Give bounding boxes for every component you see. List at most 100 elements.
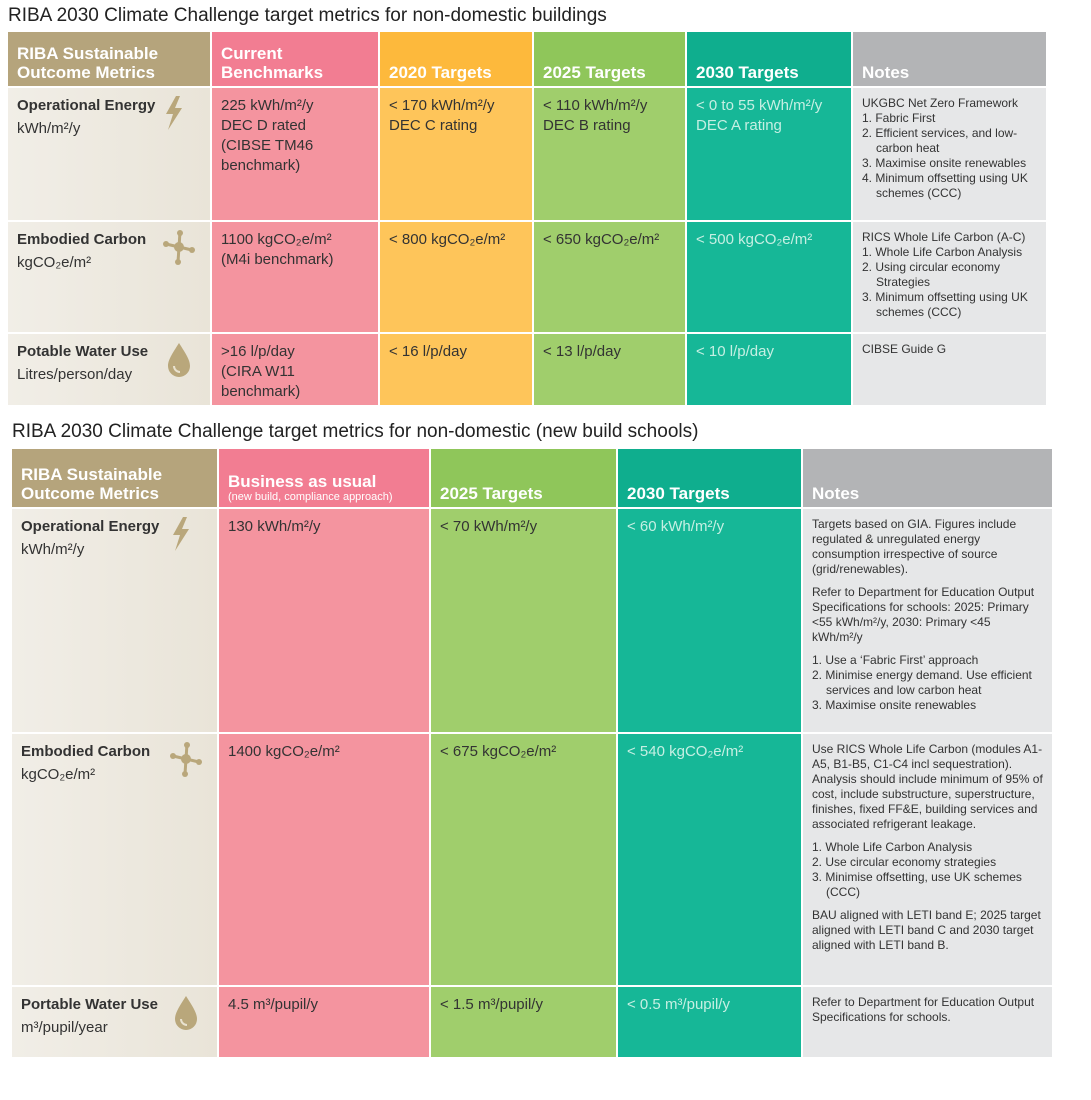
cell-text: 130 kWh/m²/y [228,518,321,535]
cell-text: Use RICS Whole Life Carbon (modules A1-A… [812,742,1043,831]
icon [170,742,202,777]
cell-text: < 800 kgCO₂e/m² [389,231,506,248]
table-title: RIBA 2030 Climate Challenge target metri… [12,421,699,442]
cell-text: DEC B rating [543,117,631,134]
metric-unit: kgCO₂e/m² [21,766,96,783]
header-cell: Notes [803,449,1052,507]
cell-text: (CIRA W11 benchmark) [221,363,301,400]
metric-name: Embodied Carbon [21,743,151,760]
value-cell: < 16 l/p/day [380,334,532,405]
cell-text: >16 l/p/day [221,343,295,360]
metric-name: Operational Energy [21,518,160,535]
cell-text: 2. Efficient services, and low-carbon he… [862,126,1018,155]
cell-text: Targets based on GIA. Figures include re… [812,517,1017,576]
cell-text: 1100 kgCO₂e/m² [221,231,332,248]
cell-text: < 60 kWh/m²/y [627,518,725,535]
cell-text: 1. Whole Life Carbon Analysis [812,840,973,854]
value-cell: < 800 kgCO₂e/m² [380,222,532,332]
value-cell: < 675 kgCO₂e/m² [431,734,616,985]
metric-name: Operational Energy [17,97,156,114]
cell-text: 1. Whole Life Carbon Analysis [862,245,1023,259]
cell-text: 2. Using circular economy Strategies [862,260,1001,289]
header-cell: 2030 Targets [687,32,851,86]
cell-text: 2. Minimise energy demand. Use efficient… [812,668,1032,697]
cell-text: BAU aligned with LETI band E; 2025 targe… [812,908,1041,952]
cell-text: < 0 to 55 kWh/m²/y [696,97,823,114]
value-cell: < 170 kWh/m²/y DEC C rating [380,88,532,220]
metric-unit: kWh/m²/y [17,120,81,137]
cell-text: < 0.5 m³/pupil/y [627,996,730,1013]
cell-text: < 540 kgCO₂e/m² [627,743,744,760]
cell-text: 3. Minimum offsetting using UK schemes (… [862,290,1028,319]
cell-text: 3. Maximise onsite renewables [812,698,977,712]
header-text: Current Benchmarks [221,44,324,82]
notes-cell: Refer to Department for Education Output… [803,987,1052,1057]
value-cell: 130 kWh/m²/y [219,509,429,732]
header-cell: 2030 Targets [618,449,801,507]
cell-text: 1. Fabric First [862,111,936,125]
value-cell: 1400 kgCO₂e/m² [219,734,429,985]
icon [163,230,195,265]
metric-name: Potable Water Use [17,343,149,360]
cell-text: 4. Minimum offsetting using UK schemes (… [862,171,1028,200]
cell-text: 2. Use circular economy strategies [812,855,997,869]
metric-unit: Litres/person/day [17,366,133,383]
notes-cell: RICS Whole Life Carbon (A-C) 1. Whole Lif… [853,222,1046,332]
icon [166,96,182,130]
cell-text: 4.5 m³/pupil/y [228,996,319,1013]
header-cell: RIBA Sustainable Outcome Metrics [8,32,210,86]
header-text: 2025 Targets [440,484,543,503]
cell-text: < 650 kgCO₂e/m² [543,231,660,248]
metric-cell: Potable Water Use Litres/person/day [8,334,210,405]
header-cell: Current Benchmarks [212,32,378,86]
cell-text: < 170 kWh/m²/y [389,97,495,114]
notes-cell: Targets based on GIA. Figures include re… [803,509,1052,732]
metric-name: Embodied Carbon [17,231,147,248]
header-cell: 2025 Targets [534,32,685,86]
metric-cell: Embodied Carbon kgCO₂e/m² [12,734,217,985]
header-text: (new build, compliance approach) [228,491,393,503]
cell-text: 3. Minimise offsetting, use UK schemes (… [812,870,1022,899]
metric-name: Portable Water Use [21,996,158,1013]
header-text: 2030 Targets [627,484,730,503]
cell-text: DEC A rating [696,117,782,134]
cell-text: DEC C rating [389,117,478,134]
cell-text: < 110 kWh/m²/y [543,97,648,114]
metric-cell: Operational Energy kWh/m²/y [8,88,210,220]
cell-text: (M4i benchmark) [221,251,334,268]
cell-text: DEC D rated [221,117,307,134]
header-text: Notes [862,63,910,82]
header-text: RIBA Sustainable Outcome Metrics [17,44,159,82]
metric-cell: Embodied Carbon kgCO₂e/m² [8,222,210,332]
header-text: 2025 Targets [543,63,646,82]
notes-cell: CIBSE Guide G [853,334,1046,405]
cell-text: UKGBC Net Zero Framework [862,96,1019,110]
cell-text: Refer to Department for Education Output… [812,995,1035,1024]
icon [168,343,190,377]
notes-cell: Use RICS Whole Life Carbon (modules A1-A… [803,734,1052,985]
cell-text: < 10 l/p/day [696,343,774,360]
cell-text: < 675 kgCO₂e/m² [440,743,557,760]
cell-text: 1400 kgCO₂e/m² [228,743,340,760]
metric-unit: kWh/m²/y [21,541,85,558]
value-cell: 225 kWh/m²/y DEC D rated (CIBSE TM46 bench… [212,88,378,220]
header-cell: 2025 Targets [431,449,616,507]
value-cell: < 110 kWh/m²/y DEC B rating [534,88,685,220]
metric-cell: Portable Water Use m³/pupil/year [12,987,217,1057]
value-cell: < 10 l/p/day [687,334,851,405]
header-cell: Notes [853,32,1046,86]
value-cell: >16 l/p/day (CIRA W11 benchmark) [212,334,378,405]
cell-text: < 500 kgCO₂e/m² [696,231,813,248]
header-text: 2030 Targets [696,63,799,82]
header-cell: Business as usual (new build, compliance … [219,449,429,507]
header-cell: 2020 Targets [380,32,532,86]
value-cell: < 500 kgCO₂e/m² [687,222,851,332]
header-text: 2020 Targets [389,63,492,82]
value-cell: < 60 kWh/m²/y [618,509,801,732]
icon [173,517,189,551]
header-text: Business as usual [228,472,377,491]
cell-text: < 13 l/p/day [543,343,621,360]
notes-cell: UKGBC Net Zero Framework 1. Fabric First 2… [853,88,1046,220]
value-cell: < 540 kgCO₂e/m² [618,734,801,985]
